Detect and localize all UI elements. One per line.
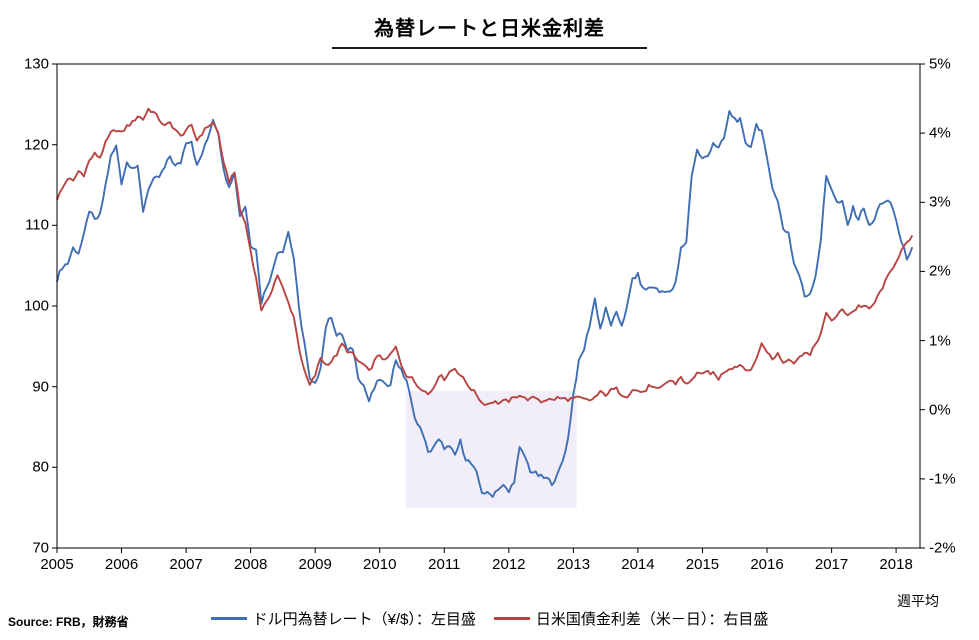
x-axis-tick-label: 2009 [298,556,332,573]
x-axis-tick-label: 2005 [40,556,74,573]
x-axis-tick-label: 2012 [492,556,526,573]
legend-item-usdjpy: ドル円為替レート（¥/$）：左目盛 [210,608,476,629]
y-right-tick-label: 2% [929,262,951,280]
y-right-tick-label: 5% [929,55,951,73]
x-axis-tick-label: 2017 [814,556,849,573]
y-left-tick-label: 70 [32,539,49,557]
highlight-region [405,390,577,508]
x-axis-tick-label: 2007 [169,556,203,573]
y-right-tick-label: -2% [929,539,956,557]
legend-swatch-rate-spread [493,617,530,620]
y-right-tick-label: -1% [929,470,956,488]
x-axis-tick-label: 2015 [685,556,720,573]
y-left-tick-label: 120 [23,136,49,154]
rate-spread-line [56,107,914,407]
y-left-tick-label: 90 [32,378,49,396]
chart-legend: ドル円為替レート（¥/$）：左目盛 日米国債金利差（米－日）：右目盛 [0,608,979,629]
x-axis-tick-label: 2006 [104,556,139,573]
y-left-tick-label: 110 [25,216,49,234]
x-axis-tick-label: 2016 [750,556,784,573]
page-title: 為替レートと日米金利差 [332,12,647,49]
y-right-tick-label: 1% [929,332,951,350]
x-axis-tick-label: 2018 [879,556,913,573]
x-axis-tick-label: 2010 [363,556,397,573]
y-right-tick-label: 0% [929,401,951,419]
x-axis-tick-label: 2008 [233,556,268,573]
usdjpy-line [56,110,914,498]
legend-label-usdjpy: ドル円為替レート（¥/$）：左目盛 [252,611,476,628]
legend-item-rate-spread: 日米国債金利差（米－日）：右目盛 [493,608,769,629]
legend-label-rate-spread: 日米国債金利差（米－日）：右目盛 [535,611,769,628]
legend-swatch-usdjpy [210,617,247,620]
y-left-tick-label: 130 [23,55,49,73]
y-left-tick-label: 80 [32,458,49,476]
y-right-tick-label: 3% [929,193,951,211]
source-note: Source: FRB，財務省 [8,615,129,629]
chart-title-wrap: 為替レートと日米金利差 [0,12,979,49]
y-right-tick-label: 4% [929,124,951,142]
frequency-note: 週平均 [897,593,939,609]
y-left-tick-label: 100 [23,297,49,315]
x-axis-tick-label: 2013 [556,556,591,573]
x-axis-tick-label: 2014 [621,556,655,573]
x-axis-tick-label: 2011 [428,556,461,573]
